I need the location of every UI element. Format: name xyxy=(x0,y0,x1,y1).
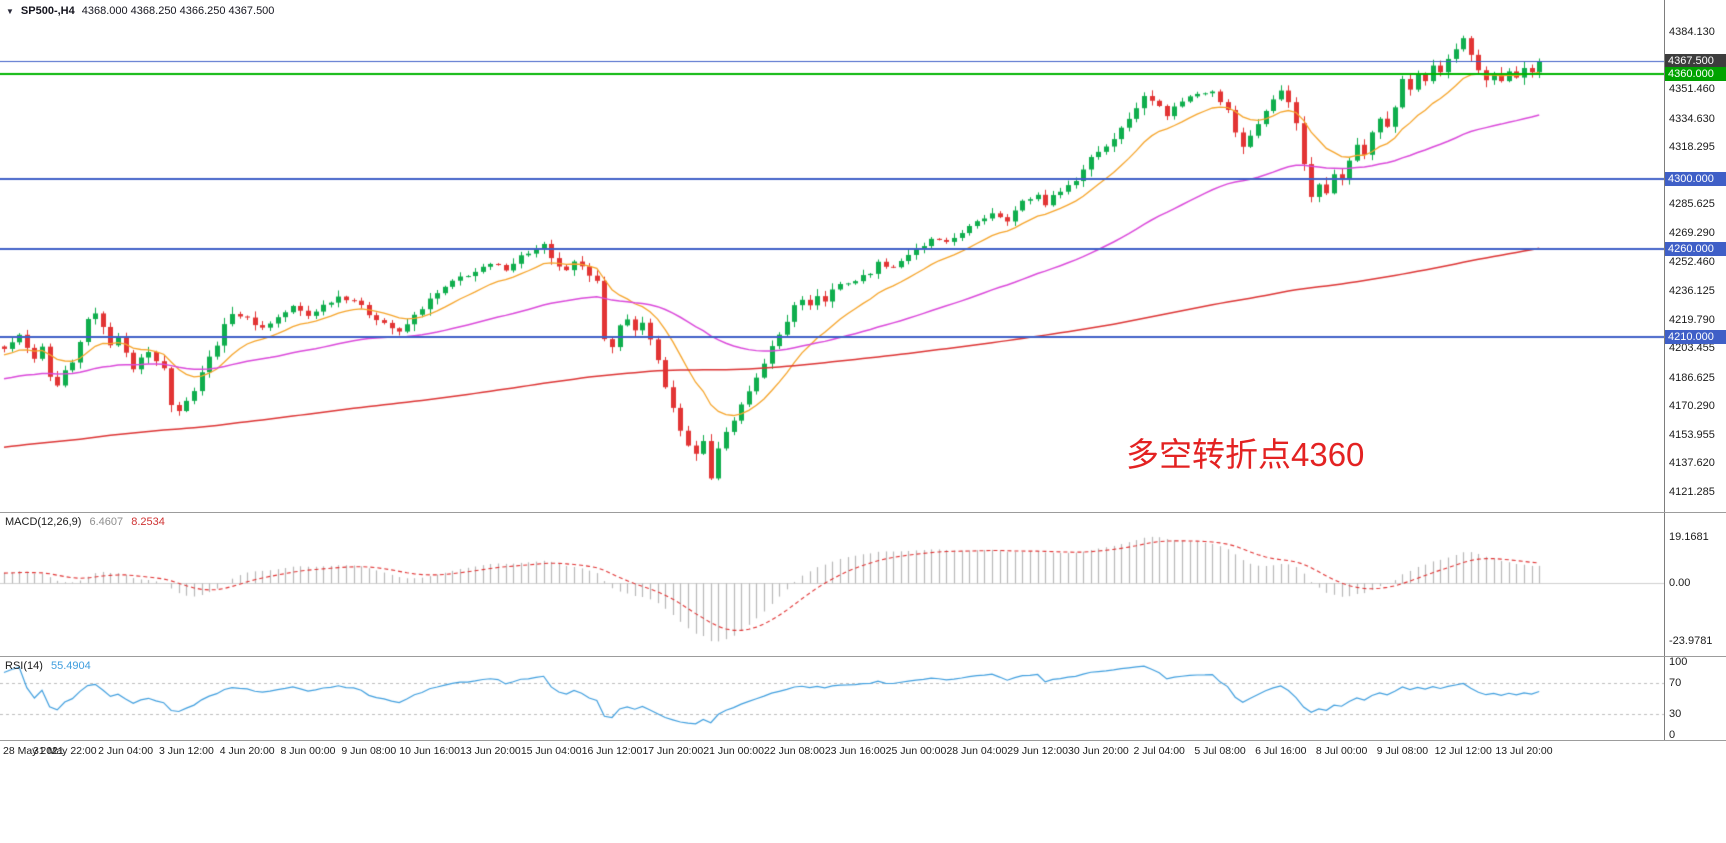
price-tick-label: 4334.630 xyxy=(1669,112,1715,125)
price-tick-label: 4252.460 xyxy=(1669,256,1715,269)
bid-price-box: 4367.500 xyxy=(1665,54,1726,69)
time-label: 9 Jul 08:00 xyxy=(1376,745,1429,757)
price-tick-label: 4384.130 xyxy=(1669,25,1715,38)
price-axis[interactable]: 4384.130 4351.460 4334.630 4318.295 4285.625… xyxy=(1664,0,1726,512)
price-tick-label: 4137.620 xyxy=(1669,457,1715,470)
time-label: 28 Jun 04:00 xyxy=(946,745,1008,757)
rsi-tick-label: 30 xyxy=(1669,708,1682,721)
panel-divider[interactable] xyxy=(0,656,1726,657)
level-price-box: 4360.000 xyxy=(1665,67,1726,82)
price-tick-label: 4236.125 xyxy=(1669,284,1715,297)
time-label: 30 Jun 20:00 xyxy=(1068,745,1129,757)
time-label: 12 Jul 12:00 xyxy=(1434,745,1492,757)
time-label: 2 Jun 04:00 xyxy=(98,745,154,757)
macd-header: MACD(12,26,9) 6.4607 8.2534 xyxy=(5,516,170,528)
macd-panel: 19.1681 0.00 -23.9781 MACD(12,26,9) 6.4607… xyxy=(0,513,1726,656)
time-label: 13 Jun 20:00 xyxy=(460,745,521,757)
ohlc-values: 4368.000 4368.250 4366.250 4367.500 xyxy=(81,5,275,17)
price-tick-label: 4318.295 xyxy=(1669,141,1715,154)
rsi-axis[interactable]: 100 70 30 0 xyxy=(1664,656,1726,741)
level-price-box: 4260.000 xyxy=(1665,242,1726,257)
price-tick-label: 4219.790 xyxy=(1669,313,1715,326)
rsi-indicator-canvas[interactable] xyxy=(0,657,1664,740)
macd-signal-value: 8.2534 xyxy=(131,516,165,528)
price-tick-label: 4186.625 xyxy=(1669,371,1715,384)
panel-divider[interactable] xyxy=(0,740,1726,741)
price-tick-label: 4269.290 xyxy=(1669,226,1715,239)
price-tick-label: 4121.285 xyxy=(1669,485,1715,498)
level-price-box: 4300.000 xyxy=(1665,172,1726,187)
price-tick-label: 4351.460 xyxy=(1669,83,1715,96)
macd-label: MACD(12,26,9) xyxy=(5,516,82,528)
price-tick-label: 4170.290 xyxy=(1669,400,1715,413)
collapse-chart-icon[interactable]: ▼ xyxy=(6,6,14,16)
text-annotation: 多空转折点4360 xyxy=(1126,436,1365,473)
time-label: 28 May 2021 xyxy=(3,745,64,757)
symbol-timeframe-label: SP500-,H4 xyxy=(20,5,75,17)
macd-main-value: 6.4607 xyxy=(89,516,124,528)
price-tick-label: 4285.625 xyxy=(1669,198,1715,211)
time-label: 10 Jun 16:00 xyxy=(399,745,460,757)
rsi-value: 55.4904 xyxy=(50,660,91,672)
time-label: 2 Jul 04:00 xyxy=(1133,745,1185,757)
rsi-header: RSI(14) 55.4904 xyxy=(5,660,96,672)
level-price-box: 4210.000 xyxy=(1665,329,1726,344)
panel-divider[interactable] xyxy=(0,512,1726,513)
time-label: 17 Jun 20:00 xyxy=(642,745,704,757)
macd-tick-label: 0.00 xyxy=(1669,577,1691,590)
time-label: 13 Jul 20:00 xyxy=(1495,745,1553,757)
time-axis[interactable]: 28 May 2021 31 May 22:00 2 Jun 04:00 3 Jun … xyxy=(0,741,1726,843)
time-label: 8 Jul 00:00 xyxy=(1315,745,1368,757)
macd-tick-label: 19.1681 xyxy=(1669,530,1709,543)
rsi-tick-label: 70 xyxy=(1669,676,1682,689)
time-label: 15 Jun 04:00 xyxy=(520,745,582,757)
time-label: 8 Jun 00:00 xyxy=(280,745,336,757)
rsi-panel: 100 70 30 0 RSI(14) 55.4904 xyxy=(0,656,1726,741)
rsi-tick-label: 0 xyxy=(1669,729,1676,741)
macd-tick-label: -23.9781 xyxy=(1669,635,1713,648)
time-label: 9 Jun 08:00 xyxy=(341,745,397,757)
candlestick-chart-canvas[interactable] xyxy=(0,0,1664,512)
time-label: 31 May 22:00 xyxy=(32,745,97,757)
chart-header: ▼ SP500-,H4 4368.000 4368.250 4366.250 4… xyxy=(6,5,274,17)
time-label: 4 Jun 20:00 xyxy=(219,745,275,757)
rsi-tick-label: 100 xyxy=(1669,656,1688,668)
price-tick-label: 4203.455 xyxy=(1669,342,1715,355)
time-label: 25 Jun 00:00 xyxy=(885,745,947,757)
time-label: 3 Jun 12:00 xyxy=(158,745,214,757)
time-label: 29 Jun 12:00 xyxy=(1007,745,1068,757)
price-tick-label: 4153.955 xyxy=(1669,428,1715,441)
time-label: 5 Jul 08:00 xyxy=(1194,745,1246,757)
time-label: 23 Jun 16:00 xyxy=(824,745,886,757)
time-label: 16 Jun 12:00 xyxy=(581,745,643,757)
main-chart-panel: 4384.130 4351.460 4334.630 4318.295 4285.625… xyxy=(0,0,1726,512)
macd-indicator-canvas[interactable] xyxy=(0,513,1664,656)
macd-axis[interactable]: 19.1681 0.00 -23.9781 xyxy=(1664,513,1726,656)
time-label: 21 Jun 00:00 xyxy=(703,745,764,757)
rsi-label: RSI(14) xyxy=(5,660,43,672)
time-label: 6 Jul 16:00 xyxy=(1255,745,1307,757)
time-label: 22 Jun 08:00 xyxy=(764,745,825,757)
